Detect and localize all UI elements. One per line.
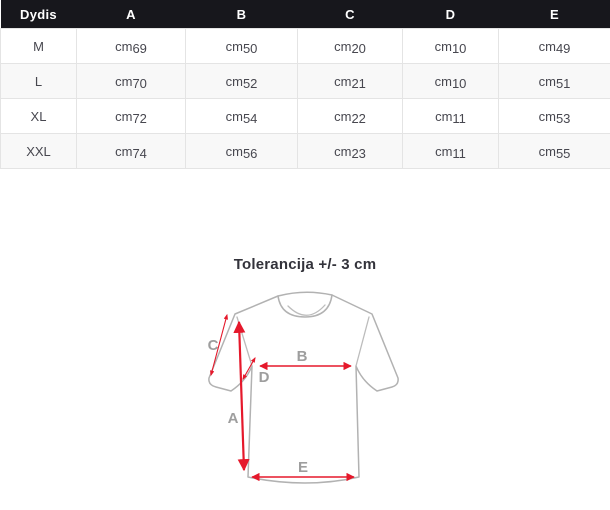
cell-e: cm55 bbox=[499, 134, 610, 169]
cell-value: 51 bbox=[556, 76, 570, 91]
cell-a: cm70 bbox=[77, 64, 186, 99]
unit-label: cm bbox=[115, 109, 132, 124]
cell-value: 50 bbox=[243, 41, 257, 56]
table-header-row: Dydis A B C D E bbox=[1, 0, 610, 29]
cell-b: cm56 bbox=[186, 134, 298, 169]
cell-c: cm22 bbox=[298, 99, 403, 134]
unit-label: cm bbox=[115, 74, 132, 89]
tshirt-diagram-svg: A B C D E bbox=[180, 285, 420, 505]
cell-c: cm21 bbox=[298, 64, 403, 99]
table-row-xxl: XXL cm74 cm56 cm23 cm11 cm55 bbox=[1, 134, 610, 169]
right-sleeve-seam bbox=[356, 317, 369, 366]
cell-e: cm53 bbox=[499, 99, 610, 134]
column-header-size: Dydis bbox=[1, 0, 77, 29]
cell-value: 70 bbox=[132, 76, 146, 91]
column-header-c: C bbox=[298, 0, 403, 29]
measurement-label-a: A bbox=[228, 410, 239, 427]
cell-a: cm69 bbox=[77, 29, 186, 64]
unit-label: cm bbox=[334, 39, 351, 54]
cell-d: cm10 bbox=[403, 29, 499, 64]
cell-value: 49 bbox=[556, 41, 570, 56]
size-chart-table: Dydis A B C D E M cm69 cm50 cm20 cm10 cm… bbox=[0, 0, 610, 169]
cell-d: cm11 bbox=[403, 99, 499, 134]
size-label: L bbox=[1, 64, 77, 99]
unit-label: cm bbox=[539, 39, 556, 54]
cell-value: 54 bbox=[243, 111, 257, 126]
cell-value: 10 bbox=[452, 41, 466, 56]
cell-d: cm11 bbox=[403, 134, 499, 169]
cell-d: cm10 bbox=[403, 64, 499, 99]
table-row-l: L cm70 cm52 cm21 cm10 cm51 bbox=[1, 64, 610, 99]
unit-label: cm bbox=[226, 109, 243, 124]
unit-label: cm bbox=[539, 74, 556, 89]
tshirt-body-path bbox=[209, 292, 398, 483]
unit-label: cm bbox=[226, 39, 243, 54]
column-header-a: A bbox=[77, 0, 186, 29]
cell-value: 21 bbox=[351, 76, 365, 91]
cell-value: 69 bbox=[132, 41, 146, 56]
cell-value: 55 bbox=[556, 146, 570, 161]
unit-label: cm bbox=[435, 74, 452, 89]
cell-value: 22 bbox=[351, 111, 365, 126]
cell-b: cm52 bbox=[186, 64, 298, 99]
unit-label: cm bbox=[435, 144, 452, 159]
measurement-label-d: D bbox=[259, 369, 270, 386]
measurement-line-d bbox=[243, 358, 255, 379]
tshirt-measurement-diagram: A B C D E bbox=[180, 285, 420, 505]
cell-b: cm54 bbox=[186, 99, 298, 134]
column-header-d: D bbox=[403, 0, 499, 29]
cell-value: 23 bbox=[351, 146, 365, 161]
measurement-label-e: E bbox=[298, 459, 308, 476]
cell-value: 53 bbox=[556, 111, 570, 126]
cell-value: 52 bbox=[243, 76, 257, 91]
measurement-label-c: C bbox=[208, 337, 219, 354]
unit-label: cm bbox=[115, 39, 132, 54]
cell-c: cm23 bbox=[298, 134, 403, 169]
cell-e: cm49 bbox=[499, 29, 610, 64]
table-row-m: M cm69 cm50 cm20 cm10 cm49 bbox=[1, 29, 610, 64]
measurement-label-b: B bbox=[297, 348, 308, 365]
column-header-b: B bbox=[186, 0, 298, 29]
cell-a: cm74 bbox=[77, 134, 186, 169]
unit-label: cm bbox=[435, 39, 452, 54]
column-header-e: E bbox=[499, 0, 610, 29]
size-label: XXL bbox=[1, 134, 77, 169]
cell-e: cm51 bbox=[499, 64, 610, 99]
table-row-xl: XL cm72 cm54 cm22 cm11 cm53 bbox=[1, 99, 610, 134]
unit-label: cm bbox=[539, 144, 556, 159]
unit-label: cm bbox=[226, 74, 243, 89]
unit-label: cm bbox=[334, 74, 351, 89]
tolerance-heading: Tolerancija +/- 3 cm bbox=[0, 256, 610, 273]
unit-label: cm bbox=[435, 109, 452, 124]
cell-value: 11 bbox=[452, 111, 466, 126]
cell-b: cm50 bbox=[186, 29, 298, 64]
measurement-arrow-a bbox=[239, 322, 244, 470]
cell-value: 72 bbox=[132, 111, 146, 126]
size-label: M bbox=[1, 29, 77, 64]
size-label: XL bbox=[1, 99, 77, 134]
unit-label: cm bbox=[334, 109, 351, 124]
cell-value: 11 bbox=[452, 146, 466, 161]
unit-label: cm bbox=[334, 144, 351, 159]
cell-c: cm20 bbox=[298, 29, 403, 64]
cell-value: 74 bbox=[132, 146, 146, 161]
cell-value: 20 bbox=[351, 41, 365, 56]
unit-label: cm bbox=[226, 144, 243, 159]
cell-value: 56 bbox=[243, 146, 257, 161]
cell-a: cm72 bbox=[77, 99, 186, 134]
tshirt-outline bbox=[209, 292, 398, 483]
cell-value: 10 bbox=[452, 76, 466, 91]
unit-label: cm bbox=[539, 109, 556, 124]
unit-label: cm bbox=[115, 144, 132, 159]
